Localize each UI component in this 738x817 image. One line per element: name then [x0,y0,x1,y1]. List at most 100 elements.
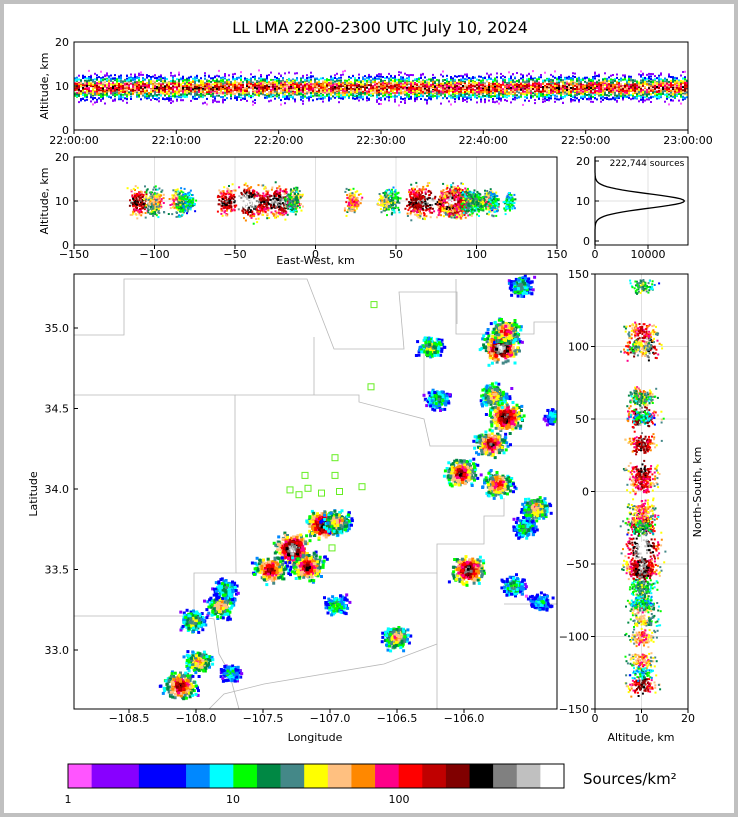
time-density-cell [244,90,246,92]
time-density-cell [458,86,460,88]
time-density-cell [392,90,394,92]
time-density-cell [272,86,274,88]
time-density-cell [316,78,318,80]
time-density-cell [344,94,346,96]
time-density-cell [118,95,120,97]
time-density-cell [550,89,552,91]
time-density-cell [286,80,288,82]
time-density-cell [470,87,472,89]
time-density-cell [486,85,488,87]
time-density-cell [142,74,144,76]
time-density-cell [152,95,154,97]
time-density-cell [176,89,178,91]
time-density-cell [372,81,374,83]
time-density-cell [154,81,156,83]
time-density-cell [334,90,336,92]
time-density-cell [348,86,350,88]
time-density-cell [390,75,392,77]
time-density-cell [330,94,332,96]
time-density-cell [428,84,430,86]
time-density-cell [202,102,204,104]
time-density-cell [508,87,510,89]
time-density-cell [102,85,104,87]
time-density-cell [334,77,336,79]
time-density-cell [308,79,310,81]
time-density-cell [86,81,88,83]
time-density-cell [494,80,496,82]
time-density-cell [550,74,552,76]
time-density-cell [150,89,152,91]
time-density-cell [84,76,86,78]
time-density-cell [340,97,342,99]
time-density-cell [524,88,526,90]
time-density-cell [464,86,466,88]
time-density-cell [214,98,216,100]
time-density-cell [160,85,162,87]
time-density-cell [566,77,568,79]
time-density-cell [410,92,412,94]
time-density-cell [380,103,382,105]
time-density-cell [112,82,114,84]
time-density-cell [116,80,118,82]
time-density-cell [312,99,314,101]
time-density-cell [444,79,446,81]
time-density-cell [338,96,340,98]
time-density-cell [194,98,196,100]
time-density-cell [166,98,168,100]
time-density-cell [92,90,94,92]
time-density-cell [422,93,424,95]
time-density-cell [334,86,336,88]
time-density-cell [82,94,84,96]
time-density-cell [192,88,194,90]
time-density-cell [540,93,542,95]
time-density-cell [498,98,500,100]
time-density-cell [182,93,184,95]
time-density-cell [196,98,198,100]
time-density-cell [474,85,476,87]
time-density-cell [244,98,246,100]
time-density-cell [98,81,100,83]
time-density-cell [364,75,366,77]
time-density-cell [538,94,540,96]
time-density-cell [496,87,498,89]
time-density-cell [158,78,160,80]
time-density-cell [446,97,448,99]
time-density-cell [136,92,138,94]
time-density-cell [400,72,402,74]
time-density-cell [408,96,410,98]
time-density-cell [352,97,354,99]
time-density-cell [374,81,376,83]
time-density-cell [334,97,336,99]
time-density-cell [78,95,80,97]
time-density-cell [100,87,102,89]
time-density-cell [242,84,244,86]
time-density-cell [528,73,530,75]
time-density-cell [272,88,274,90]
time-density-cell [400,86,402,88]
time-density-cell [358,97,360,99]
time-density-cell [82,76,84,78]
time-density-cell [356,83,358,85]
time-density-cell [532,96,534,98]
time-density-cell [94,87,96,89]
time-density-cell [370,93,372,95]
time-density-cell [344,80,346,82]
time-density-cell [128,79,130,81]
time-density-cell [216,84,218,86]
time-density-cell [542,93,544,95]
time-density-cell [90,90,92,92]
time-density-cell [430,91,432,93]
time-density-cell [212,95,214,97]
time-density-cell [90,96,92,98]
time-density-cell [216,88,218,90]
time-density-cell [306,80,308,82]
time-density-cell [428,93,430,95]
time-density-cell [572,95,574,97]
time-density-cell [314,89,316,91]
time-density-cell [396,92,398,94]
time-density-cell [504,92,506,94]
time-density-cell [396,79,398,81]
time-density-cell [466,93,468,95]
time-density-cell [112,100,114,102]
time-density-cell [210,81,212,83]
